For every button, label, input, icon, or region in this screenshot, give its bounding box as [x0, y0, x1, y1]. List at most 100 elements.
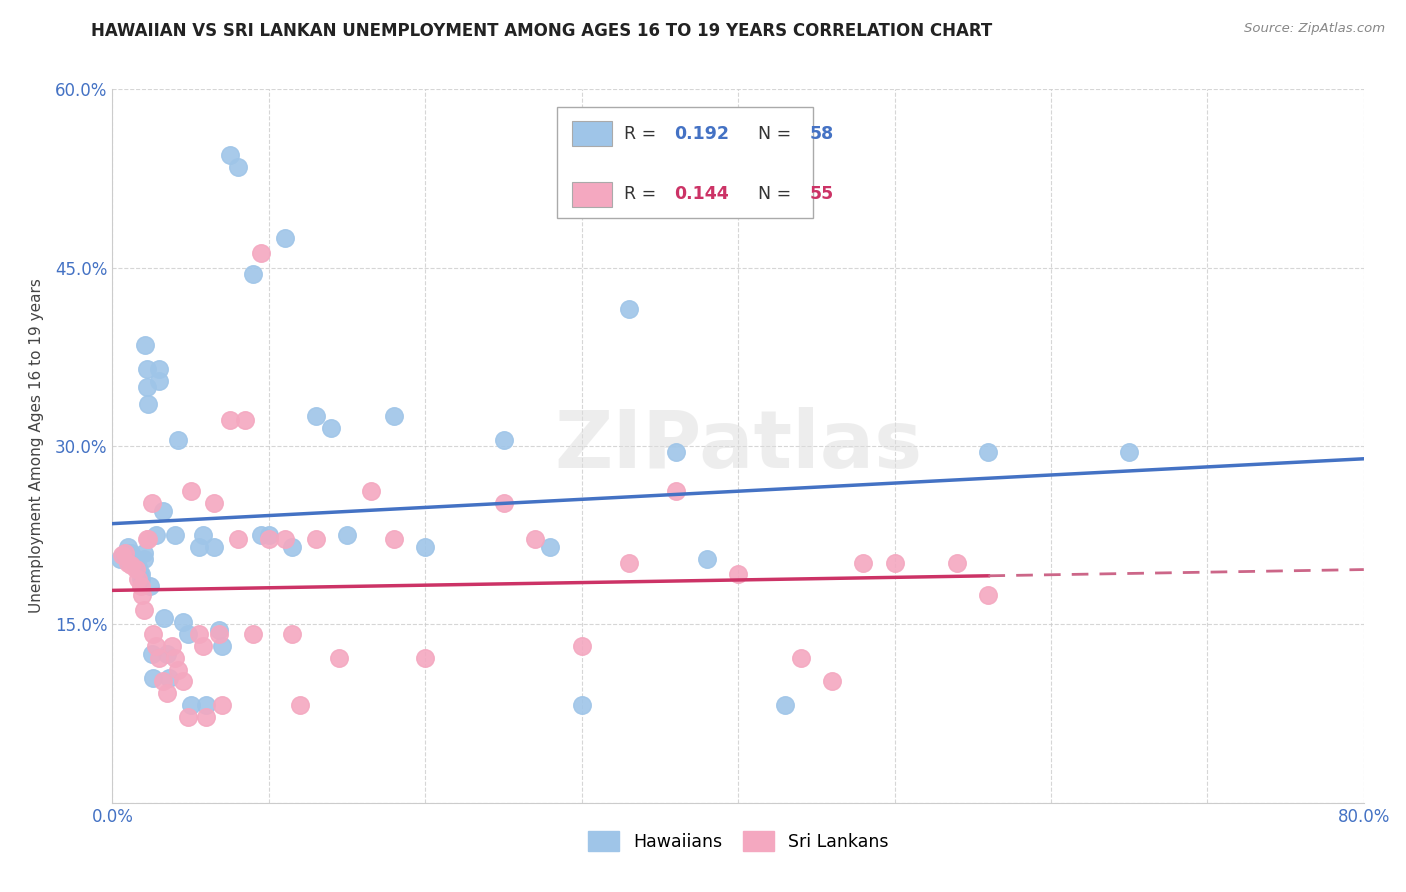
Point — [571, 639, 593, 653]
Point — [382, 532, 405, 546]
Point — [193, 639, 215, 653]
Point — [120, 546, 142, 560]
Point — [127, 572, 149, 586]
Point — [111, 549, 134, 563]
Point — [114, 546, 136, 560]
Point — [360, 484, 382, 499]
Point — [132, 603, 155, 617]
Point — [129, 572, 152, 586]
Point — [110, 552, 132, 566]
Point — [128, 564, 150, 578]
Point — [382, 409, 405, 424]
Point — [208, 627, 231, 641]
Point — [141, 496, 163, 510]
Point — [281, 627, 304, 641]
Point — [617, 556, 640, 570]
Point — [180, 698, 202, 713]
Point — [132, 552, 155, 566]
Point — [305, 532, 328, 546]
Point — [114, 546, 136, 560]
Point — [135, 379, 157, 393]
Point — [127, 560, 149, 574]
Point — [226, 160, 249, 174]
Point — [129, 567, 152, 582]
Point — [117, 540, 139, 554]
Point — [328, 650, 350, 665]
Point — [148, 361, 170, 376]
Point — [152, 674, 174, 689]
Point — [153, 611, 176, 625]
Point — [148, 650, 170, 665]
Point — [273, 231, 295, 245]
Text: R =: R = — [624, 125, 662, 143]
Point — [176, 710, 198, 724]
Point — [187, 540, 209, 554]
Point — [141, 647, 163, 661]
Point — [163, 650, 186, 665]
Point — [790, 650, 813, 665]
Point — [664, 445, 686, 459]
Point — [142, 627, 165, 641]
Point — [226, 532, 249, 546]
Point — [193, 528, 215, 542]
Point — [242, 267, 264, 281]
Point — [156, 686, 179, 700]
Point — [273, 532, 295, 546]
Point — [492, 433, 515, 447]
Point — [321, 421, 343, 435]
Point — [135, 361, 157, 376]
Point — [172, 615, 194, 629]
Point — [852, 556, 875, 570]
Point — [523, 532, 546, 546]
Point — [167, 663, 190, 677]
Point — [946, 556, 969, 570]
Point — [202, 540, 225, 554]
Point — [281, 540, 304, 554]
Point — [257, 528, 280, 542]
Point — [125, 558, 148, 572]
Point — [131, 588, 153, 602]
Point — [696, 552, 718, 566]
Point — [664, 484, 686, 499]
Point — [218, 147, 240, 161]
Point — [211, 639, 233, 653]
Point — [145, 639, 167, 653]
Text: 55: 55 — [810, 186, 834, 203]
Point — [492, 496, 515, 510]
Point — [139, 579, 162, 593]
Legend: Hawaiians, Sri Lankans: Hawaiians, Sri Lankans — [581, 824, 896, 858]
Point — [977, 445, 1000, 459]
Point — [218, 413, 240, 427]
Point — [138, 397, 160, 411]
Point — [883, 556, 905, 570]
Y-axis label: Unemployment Among Ages 16 to 19 years: Unemployment Among Ages 16 to 19 years — [30, 278, 44, 614]
Point — [235, 413, 257, 427]
Point — [120, 558, 142, 572]
Point — [305, 409, 328, 424]
Point — [211, 698, 233, 713]
Point — [134, 338, 156, 352]
Point — [250, 528, 273, 542]
Point — [540, 540, 562, 554]
FancyBboxPatch shape — [572, 182, 612, 207]
Point — [142, 671, 165, 685]
Point — [152, 504, 174, 518]
Text: ZIPatlas: ZIPatlas — [554, 407, 922, 485]
Point — [180, 484, 202, 499]
Text: 0.192: 0.192 — [675, 125, 730, 143]
Point — [250, 246, 273, 260]
Text: Source: ZipAtlas.com: Source: ZipAtlas.com — [1244, 22, 1385, 36]
Point — [727, 567, 749, 582]
Point — [160, 639, 183, 653]
Point — [415, 540, 437, 554]
Point — [138, 532, 160, 546]
Point — [132, 546, 155, 560]
Point — [821, 674, 844, 689]
Point — [125, 561, 148, 575]
Point — [773, 698, 796, 713]
Point — [336, 528, 359, 542]
Point — [208, 624, 231, 638]
Point — [157, 671, 180, 685]
Point — [617, 302, 640, 317]
Point — [135, 532, 157, 546]
